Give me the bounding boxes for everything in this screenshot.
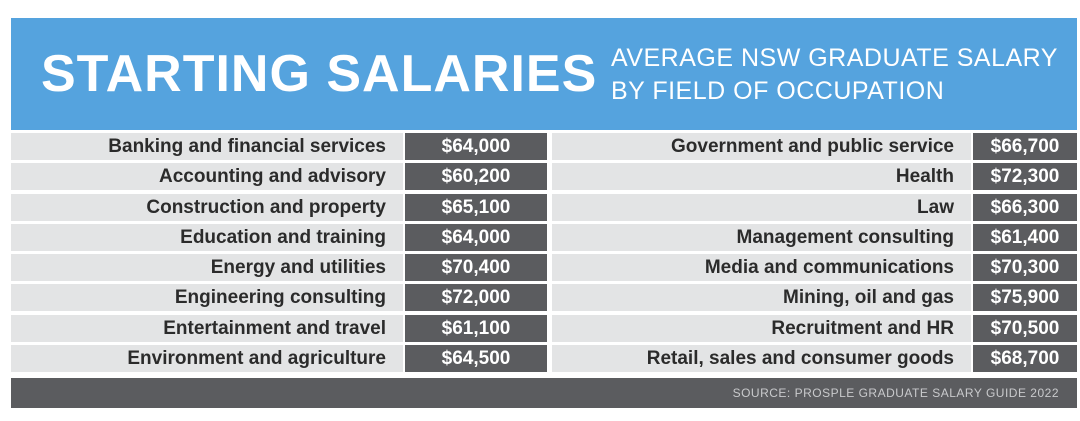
table-row: Construction and property $65,100 xyxy=(11,193,547,221)
table-row: Recruitment and HR $70,500 xyxy=(552,314,1077,342)
table-row: Education and training $64,000 xyxy=(11,223,547,251)
salary-value: $64,000 xyxy=(403,133,547,160)
table-row: Health $72,300 xyxy=(552,163,1077,191)
table-row: Energy and utilities $70,400 xyxy=(11,254,547,282)
table-row: Government and public service $66,700 xyxy=(552,133,1077,160)
footer-bar: SOURCE: PROSPLE GRADUATE SALARY GUIDE 20… xyxy=(11,378,1077,408)
salary-value: $64,500 xyxy=(403,345,547,373)
field-label: Health xyxy=(552,163,971,191)
field-label: Recruitment and HR xyxy=(552,314,971,342)
salary-card: STARTING SALARIES AVERAGE NSW GRADUATE S… xyxy=(11,18,1077,408)
salary-value: $75,900 xyxy=(971,284,1077,312)
field-label: Education and training xyxy=(11,223,403,251)
subtitle: AVERAGE NSW GRADUATE SALARY BY FIELD OF … xyxy=(611,42,1061,108)
field-label: Construction and property xyxy=(11,193,403,221)
table-row: Management consulting $61,400 xyxy=(552,223,1077,251)
salary-value: $70,500 xyxy=(971,314,1077,342)
table-row: Accounting and advisory $60,200 xyxy=(11,163,547,191)
page-title: STARTING SALARIES xyxy=(41,45,598,103)
field-label: Banking and financial services xyxy=(11,133,403,160)
table-row: Environment and agriculture $64,500 xyxy=(11,345,547,373)
subtitle-line-1: AVERAGE NSW GRADUATE SALARY xyxy=(611,44,1058,72)
salary-value: $70,300 xyxy=(971,254,1077,282)
salary-value: $66,300 xyxy=(971,193,1077,221)
table-row: Media and communications $70,300 xyxy=(552,254,1077,282)
source-note: SOURCE: PROSPLE GRADUATE SALARY GUIDE 20… xyxy=(732,386,1059,400)
subtitle-line-2: BY FIELD OF OCCUPATION xyxy=(611,77,945,105)
salary-value: $60,200 xyxy=(403,163,547,191)
salary-value: $65,100 xyxy=(403,193,547,221)
field-label: Management consulting xyxy=(552,223,971,251)
field-label: Accounting and advisory xyxy=(11,163,403,191)
field-label: Entertainment and travel xyxy=(11,314,403,342)
salary-value: $70,400 xyxy=(403,254,547,282)
field-label: Government and public service xyxy=(552,133,971,160)
field-label: Environment and agriculture xyxy=(11,345,403,373)
salary-value: $68,700 xyxy=(971,345,1077,373)
salary-value: $72,300 xyxy=(971,163,1077,191)
table-row: Entertainment and travel $61,100 xyxy=(11,314,547,342)
table-row: Retail, sales and consumer goods $68,700 xyxy=(552,345,1077,373)
field-label: Engineering consulting xyxy=(11,284,403,312)
field-label: Energy and utilities xyxy=(11,254,403,282)
table-row: Banking and financial services $64,000 xyxy=(11,133,547,160)
left-column: Banking and financial services $64,000 Acc… xyxy=(11,133,547,375)
salary-value: $66,700 xyxy=(971,133,1077,160)
salary-value: $64,000 xyxy=(403,223,547,251)
field-label: Media and communications xyxy=(552,254,971,282)
salary-value: $72,000 xyxy=(403,284,547,312)
salary-value: $61,100 xyxy=(403,314,547,342)
salary-value: $61,400 xyxy=(971,223,1077,251)
field-label: Mining, oil and gas xyxy=(552,284,971,312)
header-banner: STARTING SALARIES AVERAGE NSW GRADUATE S… xyxy=(11,18,1077,130)
table-row: Mining, oil and gas $75,900 xyxy=(552,284,1077,312)
table-row: Law $66,300 xyxy=(552,193,1077,221)
field-label: Retail, sales and consumer goods xyxy=(552,345,971,373)
table-row: Engineering consulting $72,000 xyxy=(11,284,547,312)
field-label: Law xyxy=(552,193,971,221)
right-column: Government and public service $66,700 Heal… xyxy=(552,133,1077,375)
